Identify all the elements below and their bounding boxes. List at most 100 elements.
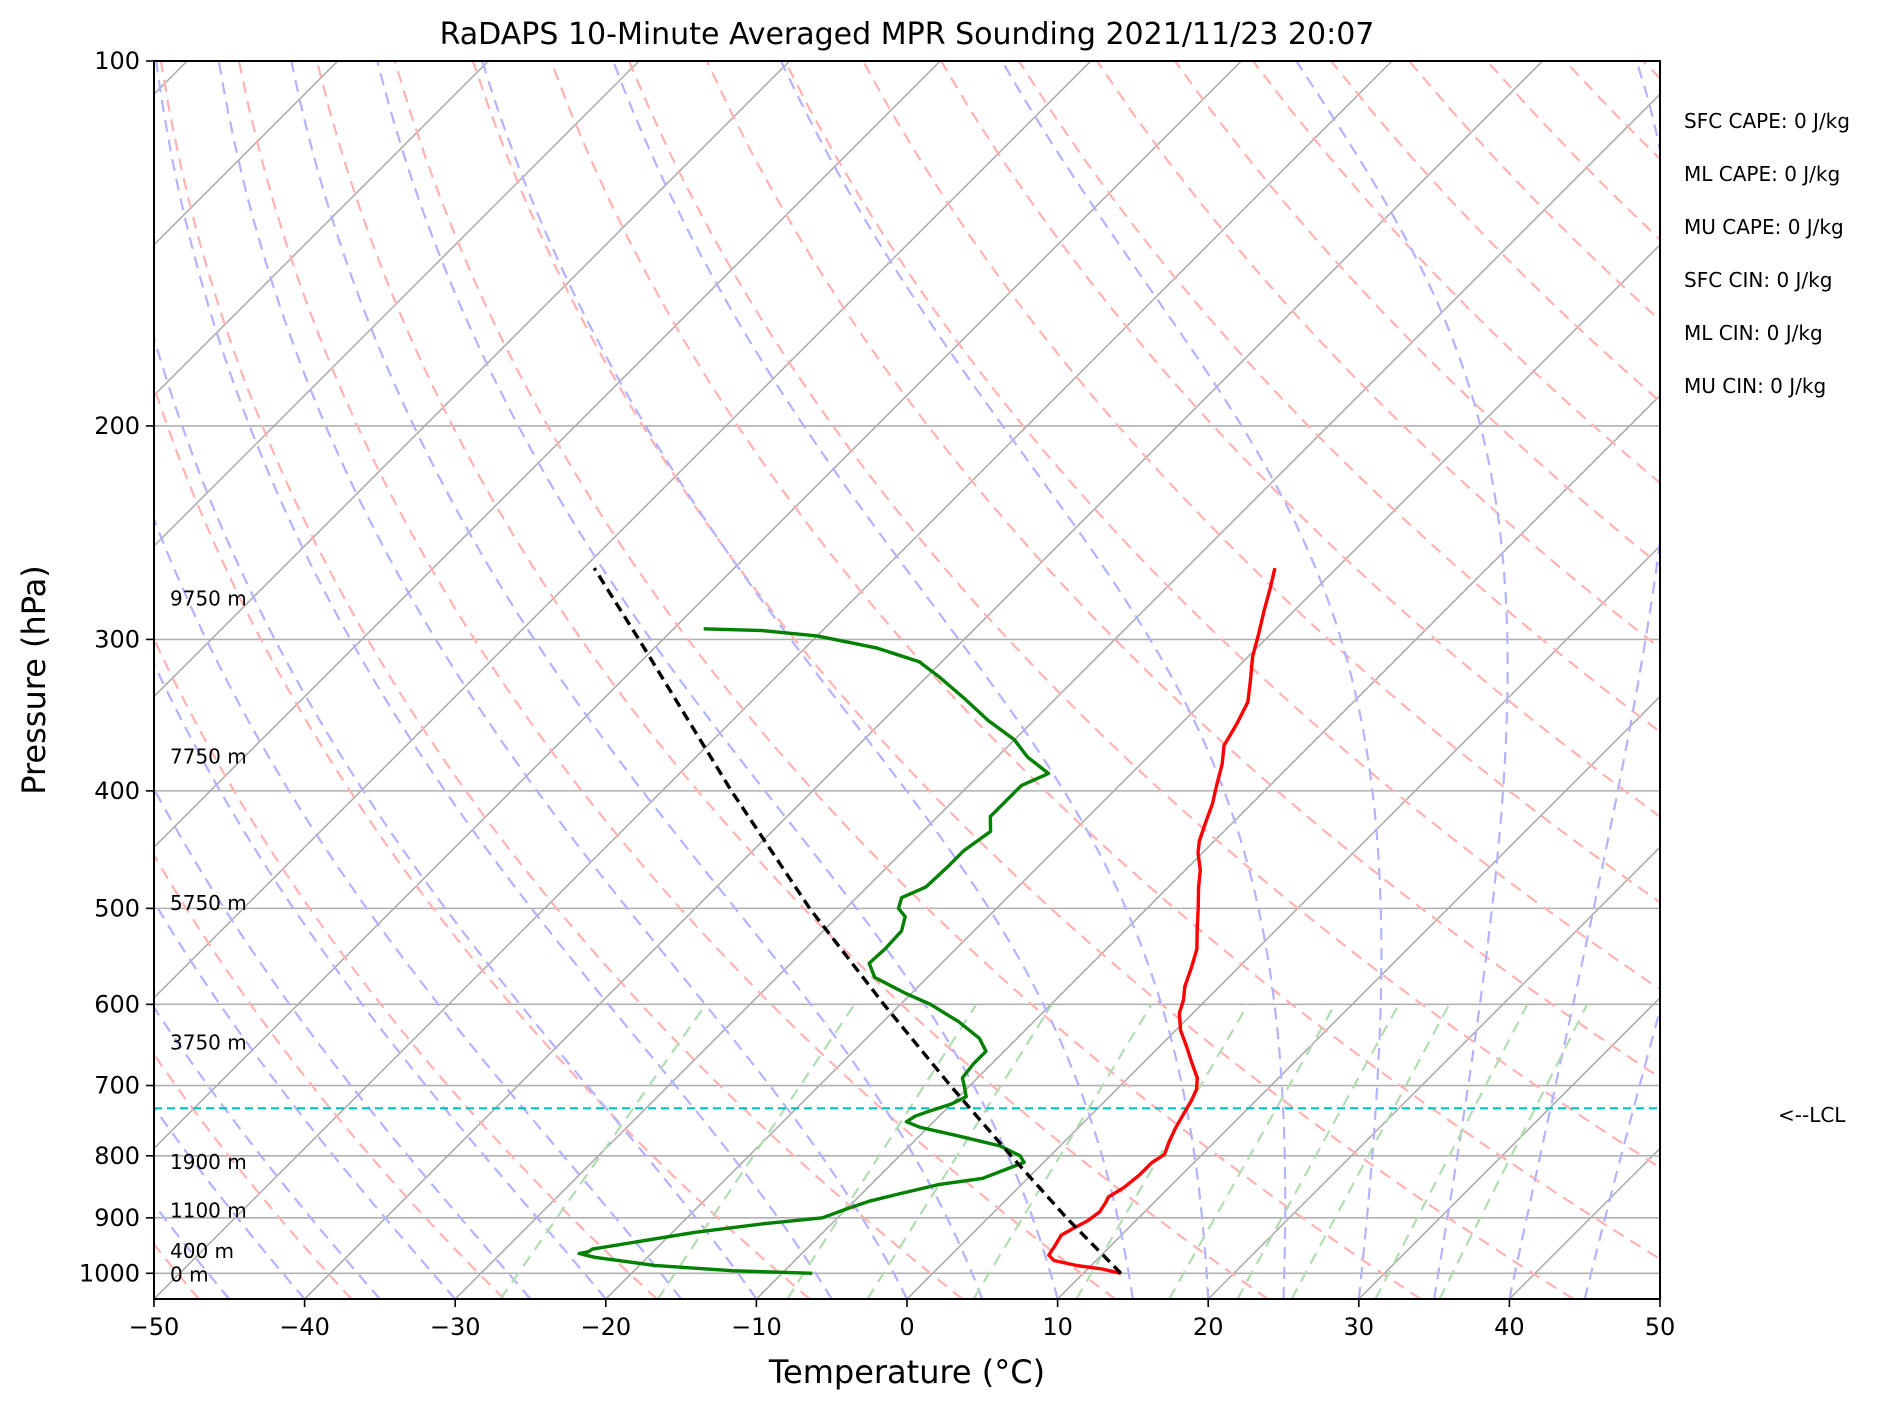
dry-adiabat (154, 636, 658, 1299)
mixing-ratio-line (786, 1003, 978, 1299)
mixing-ratio-line (1168, 1003, 1336, 1299)
x-axis-ticks: −50 −40 −30 −20 −10 0 10 20 30 40 50 (129, 1299, 1676, 1341)
dry-adiabats (154, 61, 1660, 1299)
moist-adiabat (217, 61, 908, 1299)
x-tick-label: 30 (1344, 1313, 1375, 1341)
dry-adiabat (237, 61, 1116, 1299)
series-line-0 (1047, 567, 1277, 1275)
moist-adiabats (154, 61, 1660, 1299)
isotherm-line (605, 243, 1660, 1299)
dry-adiabat (549, 61, 1660, 1261)
isotherm-line (154, 61, 640, 548)
isotherm-line (1057, 695, 1660, 1299)
isotherm-line (454, 93, 1660, 1299)
index-label: ML CAPE: 0 J/kg (1684, 162, 1840, 186)
dry-adiabat (159, 61, 964, 1299)
x-tick-label: −40 (279, 1313, 330, 1341)
y-tick-label: 100 (94, 47, 140, 75)
x-tick-label: −30 (430, 1313, 481, 1341)
y-tick-label: 600 (94, 990, 140, 1018)
isotherm-line (1207, 846, 1660, 1299)
moist-adiabat (1295, 61, 1509, 1299)
x-tick-label: 50 (1645, 1313, 1676, 1341)
height-label: 0 m (170, 1262, 209, 1286)
dry-adiabat (393, 61, 1422, 1299)
isotherm-line (154, 61, 489, 397)
y-axis-ticks: 100 200 300 400 500 600 700 800 900 1000 (79, 47, 154, 1287)
profile-series (577, 567, 1277, 1275)
x-tick-label: 40 (1494, 1313, 1525, 1341)
index-label: ML CIN: 0 J/kg (1684, 321, 1823, 345)
isotherm-line (906, 544, 1660, 1299)
moist-adiabat (154, 661, 607, 1299)
mixing-ratio-line (1374, 1003, 1529, 1299)
x-tick-label: −10 (731, 1313, 782, 1341)
x-axis-label: Temperature (°C) (768, 1353, 1045, 1391)
dry-adiabat (940, 61, 1660, 818)
mixing-ratio-line (1290, 1003, 1451, 1299)
isotherm-line (1358, 996, 1660, 1299)
stability-indices: SFC CAPE: 0 J/kg ML CAPE: 0 J/kg MU CAPE: … (1684, 109, 1850, 398)
series-line-1 (577, 627, 1051, 1275)
moist-adiabat (154, 1105, 306, 1299)
moist-adiabat (154, 516, 682, 1299)
moist-adiabat (612, 61, 1210, 1299)
y-tick-label: 400 (94, 777, 140, 805)
y-tick-label: 300 (94, 625, 140, 653)
moist-adiabat (481, 61, 1134, 1299)
height-label: 400 m (170, 1239, 234, 1263)
height-label: 3750 m (170, 1031, 247, 1055)
index-label: SFC CIN: 0 J/kg (1684, 268, 1832, 292)
dry-adiabat (154, 383, 811, 1299)
moist-adiabat (376, 61, 1059, 1299)
isotherm-line (154, 61, 941, 849)
mixing-ratio-lines (499, 1003, 1589, 1299)
mixing-ratio-line (1438, 1003, 1589, 1299)
y-tick-label: 1000 (79, 1259, 140, 1287)
dry-adiabat (1018, 61, 1660, 734)
height-label: 7750 m (170, 744, 247, 768)
isotherm-line (154, 61, 1393, 1299)
lcl-label: <--LCL (1778, 1103, 1846, 1127)
y-tick-label: 700 (94, 1072, 140, 1100)
plot-area (154, 61, 1660, 1299)
moist-adiabat (780, 61, 1287, 1299)
mixing-ratio-line (1236, 1003, 1400, 1299)
x-tick-label: 20 (1193, 1313, 1224, 1341)
y-tick-label: 500 (94, 894, 140, 922)
chart-title: RaDAPS 10-Minute Averaged MPR Sounding 2… (440, 17, 1375, 52)
moist-adiabat (154, 899, 457, 1299)
dry-adiabat (862, 61, 1660, 904)
y-axis-label: Pressure (hPa) (15, 565, 53, 795)
series-line-2 (592, 567, 1123, 1275)
moist-adiabat (154, 1202, 231, 1299)
isotherm-line (154, 61, 791, 698)
x-tick-label: −50 (129, 1313, 180, 1341)
dry-adiabat (315, 61, 1269, 1299)
moist-adiabat (1508, 61, 1660, 1299)
moist-adiabat (1583, 1005, 1660, 1299)
x-tick-label: 10 (1042, 1313, 1073, 1341)
moist-adiabat (155, 61, 833, 1299)
height-label: 1900 m (170, 1150, 247, 1174)
mixing-ratio-line (1075, 1003, 1249, 1299)
index-label: SFC CAPE: 0 J/kg (1684, 109, 1850, 133)
height-label: 5750 m (170, 891, 247, 915)
dry-adiabat (705, 61, 1660, 1079)
height-label: 1100 m (170, 1199, 247, 1223)
moist-adiabat (1001, 61, 1383, 1299)
index-label: MU CIN: 0 J/kg (1684, 374, 1826, 398)
dry-adiabat (627, 61, 1660, 1169)
mixing-ratio-line (866, 1003, 1053, 1299)
isotherm-line (154, 61, 1092, 999)
moist-adiabat (154, 786, 532, 1299)
x-tick-label: −20 (580, 1313, 631, 1341)
index-label: MU CAPE: 0 J/kg (1684, 215, 1844, 239)
dry-adiabat (784, 61, 1660, 991)
y-tick-label: 800 (94, 1142, 140, 1170)
isotherm-line (154, 61, 1242, 1150)
mixing-ratio-line (972, 1003, 1153, 1299)
x-tick-label: 0 (899, 1313, 914, 1341)
height-label: 9750 m (170, 586, 247, 610)
